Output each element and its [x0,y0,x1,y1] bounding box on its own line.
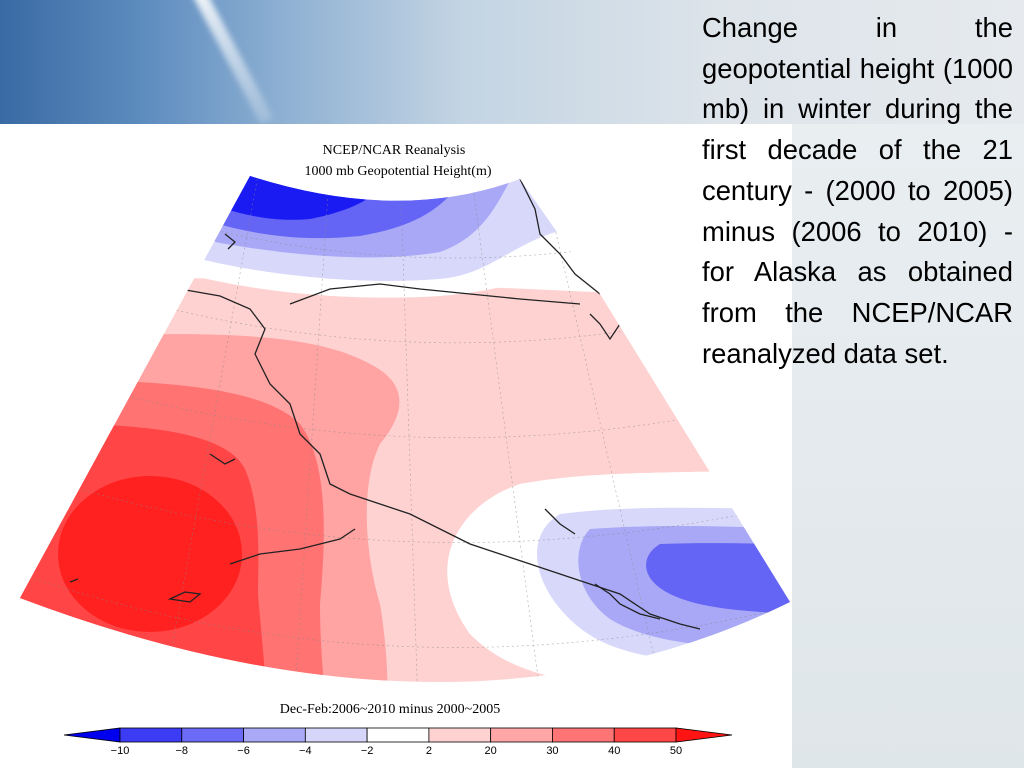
colorbar-box [552,727,615,743]
map-subtitle: Dec-Feb:2006~2010 minus 2000~2005 [279,702,501,717]
colorbar: −10 −8 −6 −4 −2 2 20 30 40 50 [63,727,733,757]
colorbar-box [304,727,368,743]
colorbar-box [428,727,492,743]
map-coastlines [69,178,701,630]
colorbar-arrow-min [63,727,121,743]
colorbar-box [490,727,553,743]
colorbar-tick-label: −8 [176,745,189,757]
map-plot [20,176,790,683]
colorbar-tick-label: −2 [361,745,374,757]
colorbar-tick-label: −10 [111,745,130,757]
colorbar-box [613,727,677,743]
colorbar-arrow-max [675,727,733,743]
colorbar-tick-label: 30 [546,745,558,757]
colorbar-tick-label: 50 [670,745,682,757]
colorbar-box [181,727,244,743]
map-title-line-2: 1000 mb Geopotential Height(m) [304,164,492,179]
colorbar-box [366,727,430,743]
colorbar-box [243,727,306,743]
contour-band-white-north [195,224,600,298]
slide-header-background [0,0,1024,124]
colorbar-tick-label: −6 [237,745,250,757]
slide-side-panel [792,124,1024,768]
geopotential-map-figure: NCEP/NCAR Reanalysis 1000 mb Geopotentia… [0,124,792,768]
colorbar-tick-label: 40 [608,745,620,757]
slide-description-text: Change in the geopotential height (1000 … [702,12,1013,369]
contour-band-blue-mid-se [646,543,790,614]
colorbar-tick-label: −4 [299,745,312,757]
colorbar-tick-label: 2 [426,745,432,757]
map-title-line-1: NCEP/NCAR Reanalysis [322,143,466,158]
colorbar-tick-label: 20 [485,745,497,757]
colorbar-box [119,727,183,743]
